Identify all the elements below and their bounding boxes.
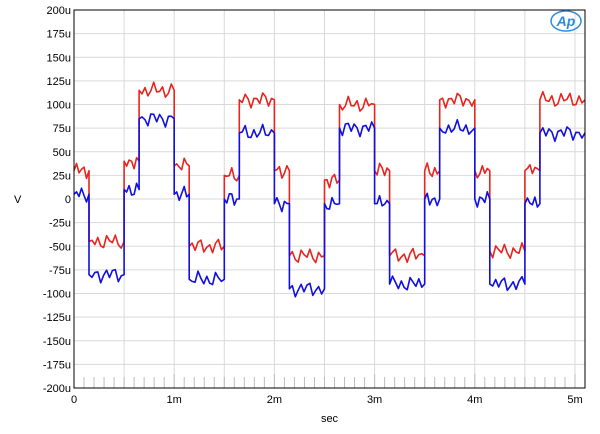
x-tick-labels: 0 1m 2m 3m 4m 5m <box>71 394 583 406</box>
y-tick-label: -175u <box>43 359 71 371</box>
y-tick-label: -200u <box>43 383 71 395</box>
y-tick-labels: 200u 175u 150u 125u 100u 75u 50u 25u 0 -25u -50u -7… <box>43 5 71 395</box>
y-tick-label: 25u <box>53 170 71 182</box>
series <box>73 81 586 298</box>
x-tick-label: 3m <box>367 394 382 406</box>
y-tick-label: -75u <box>49 265 71 277</box>
y-tick-label: -50u <box>49 241 71 253</box>
y-tick-label: 75u <box>53 123 71 135</box>
series-line-2 <box>73 113 586 298</box>
x-tick-label: 0 <box>71 394 77 406</box>
x-tick-label: 5m <box>567 394 582 406</box>
x-tick-label: 1m <box>167 394 182 406</box>
y-tick-label: 200u <box>47 5 71 17</box>
y-axis-label: V <box>14 194 22 206</box>
y-tick-label: -150u <box>43 336 71 348</box>
y-tick-label: -25u <box>49 218 71 230</box>
x-tick-label: 2m <box>267 394 282 406</box>
y-tick-label: 150u <box>47 52 71 64</box>
y-tick-label: 0 <box>65 194 71 206</box>
plot-frame <box>73 9 586 389</box>
x-tick-label: 4m <box>467 394 482 406</box>
series-line-1 <box>73 81 586 264</box>
y-tick-label: 50u <box>53 147 71 159</box>
ap-logo: Ap <box>550 10 582 32</box>
y-tick-label: -100u <box>43 289 71 301</box>
x-axis-label: sec <box>321 413 339 425</box>
y-tick-label: 100u <box>47 100 71 112</box>
y-tick-label: -125u <box>43 312 71 324</box>
logo-ellipse <box>550 10 582 32</box>
y-tick-label: 175u <box>47 29 71 41</box>
logo-text: Ap <box>556 13 576 29</box>
y-tick-label: 125u <box>47 76 71 88</box>
